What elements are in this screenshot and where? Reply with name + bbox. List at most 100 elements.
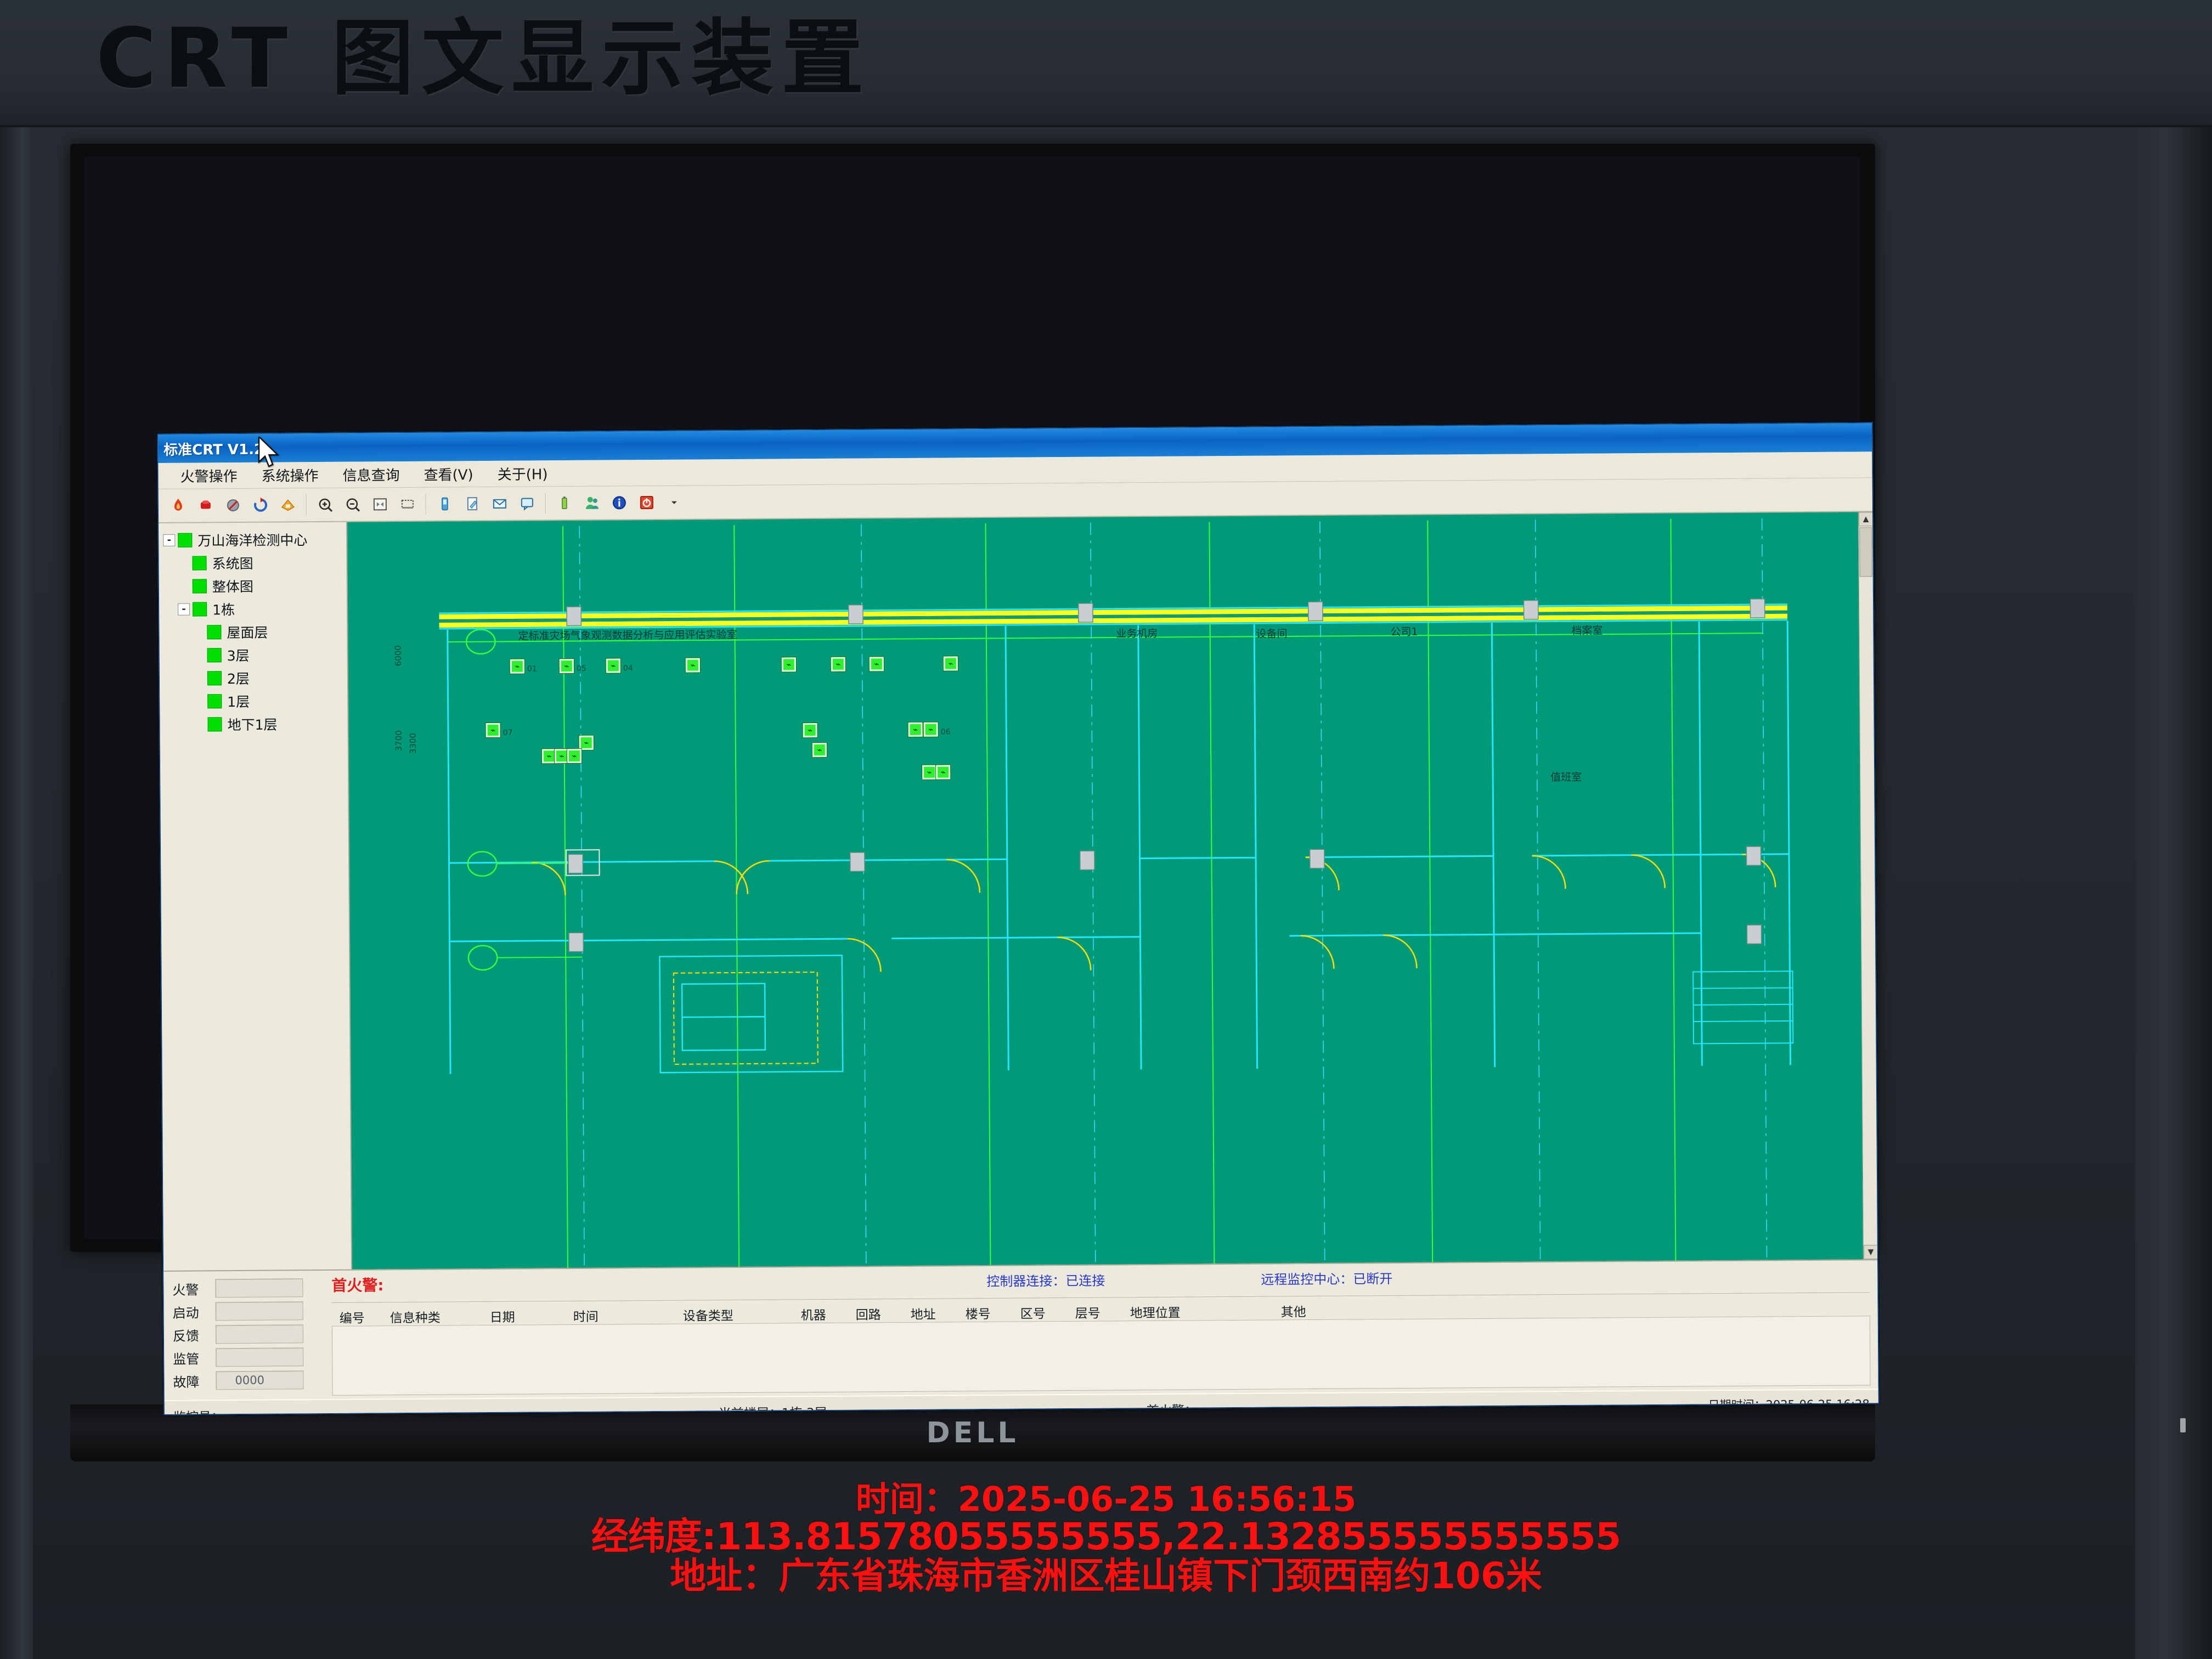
fire-detector-device[interactable]: ⌁	[936, 765, 951, 780]
fire-detector-device[interactable]: ⌁	[685, 658, 700, 673]
site-tree-panel[interactable]: - 万山海洋检测中心 系统图 整体图 - 1栋	[159, 522, 353, 1271]
counter-label: 监管	[173, 1351, 200, 1367]
tree-status-swatch	[207, 648, 222, 663]
counter-label: 故障	[173, 1374, 200, 1390]
fire-detector-device[interactable]: ⌁	[923, 722, 938, 737]
tree-node-label: 1栋	[212, 602, 235, 618]
message-icon[interactable]	[487, 490, 513, 517]
kiosk-left-panel	[0, 127, 33, 1659]
counter-row-fire: 火警	[172, 1276, 317, 1300]
geo-stamp-overlay: 时间：2025-06-25 16:56:15 经纬度:113.815780555…	[0, 1481, 2212, 1595]
tree-node-roof-floor[interactable]: 屋面层	[163, 620, 347, 644]
tree-status-swatch	[207, 625, 222, 640]
tree-node-label: 3层	[227, 647, 250, 664]
column-header-loop: 回路	[855, 1308, 881, 1323]
column-header-floor: 层号	[1075, 1306, 1101, 1321]
dell-logo: DELL	[926, 1417, 1019, 1449]
counter-value: 0000	[216, 1370, 304, 1390]
tree-node-building-1[interactable]: - 1栋	[163, 597, 347, 621]
dimension-label: 6000	[393, 645, 403, 667]
counter-row-start: 启动	[172, 1299, 317, 1323]
tree-node-floor-2[interactable]: 2层	[164, 666, 347, 690]
reset-icon[interactable]	[247, 492, 274, 518]
alarm-table-body[interactable]	[331, 1316, 1871, 1396]
zoom-in-icon[interactable]	[312, 492, 338, 518]
fire-detector-device[interactable]: ⌁	[579, 735, 594, 750]
tree-node-floor-3[interactable]: 3层	[164, 643, 347, 667]
tree-status-swatch	[192, 556, 207, 571]
counter-row-fault: 故障 0000	[173, 1368, 318, 1392]
crt-application-window: 标准CRT V1.2 火警操作 系统操作 信息查询 查看(V) 关于(H)	[157, 422, 1880, 1415]
tree-status-swatch	[193, 602, 207, 617]
ack-icon[interactable]	[275, 492, 301, 518]
fire-detector-device[interactable]: ⌁	[922, 765, 937, 780]
room-label: 设备间	[1256, 628, 1288, 640]
power-led	[2180, 1418, 2186, 1432]
overflow-chevron-icon[interactable]	[661, 489, 687, 516]
column-header-type: 信息种类	[390, 1311, 441, 1326]
tree-node-label: 系统图	[212, 555, 253, 572]
tree-node-label: 屋面层	[227, 624, 268, 641]
menu-about[interactable]: 关于(H)	[497, 466, 548, 483]
counter-row-feedback: 反馈	[173, 1322, 318, 1346]
tree-node-floor-1[interactable]: 1层	[164, 689, 347, 713]
column-header-location: 地理位置	[1130, 1306, 1181, 1321]
status-operator: 监控员：	[173, 1406, 224, 1415]
tree-node-label: 地下1层	[227, 716, 278, 733]
stop-alarm-icon[interactable]	[193, 492, 219, 518]
device-tag: 01	[527, 664, 537, 674]
fire-detector-device[interactable]: ⌁	[908, 722, 923, 737]
room-label: 业务机房	[1116, 627, 1158, 640]
floor-plan-canvas[interactable]: 定标准灾场气象观测数据分析与应用评估实验室 业务机房 设备间 公司1 档案室 机…	[347, 512, 1878, 1269]
counter-row-supervision: 监管	[173, 1345, 318, 1369]
overlay-time: 时间：2025-06-25 16:56:15	[855, 1479, 1357, 1519]
users-icon[interactable]	[579, 490, 605, 516]
fire-detector-device[interactable]: ⌁	[567, 748, 582, 764]
column-header-machine: 机器	[800, 1308, 826, 1323]
counter-value	[216, 1347, 304, 1367]
tree-node-root[interactable]: - 万山海洋检测中心	[163, 528, 346, 552]
power-off-icon[interactable]	[634, 489, 660, 516]
fire-detector-device[interactable]: ⌁	[803, 723, 817, 738]
fire-detector-device[interactable]: ⌁	[831, 657, 845, 672]
device-tag: 06	[940, 727, 951, 737]
battery-icon[interactable]	[551, 490, 578, 516]
fire-detector-device[interactable]: ⌁	[606, 658, 620, 673]
expander-icon[interactable]: -	[163, 534, 176, 546]
overlay-coordinates: 经纬度:113.81578055555555,22.13285555555555…	[591, 1515, 1621, 1559]
fire-detector-device[interactable]: ⌁	[812, 742, 827, 758]
device-query-icon[interactable]	[432, 490, 458, 517]
fire-alarm-icon[interactable]	[165, 493, 191, 519]
fire-detector-device[interactable]: ⌁	[781, 657, 796, 672]
menu-view[interactable]: 查看(V)	[424, 467, 473, 484]
toolbar	[158, 478, 1873, 523]
zoom-region-icon[interactable]	[394, 491, 421, 517]
toolbar-separator	[425, 493, 427, 515]
fit-window-icon[interactable]	[367, 491, 393, 517]
menu-info-query[interactable]: 信息查询	[342, 467, 400, 484]
info-icon[interactable]	[606, 489, 633, 516]
scroll-down-arrow-icon[interactable]: ▼	[1863, 1245, 1878, 1260]
fire-detector-device[interactable]: ⌁	[559, 658, 574, 674]
tree-node-basement-1[interactable]: 地下1层	[164, 712, 347, 736]
fire-detector-device[interactable]: ⌁	[869, 657, 884, 672]
scroll-up-arrow-icon[interactable]: ▲	[1859, 512, 1874, 527]
tree-node-system-diagram[interactable]: 系统图	[163, 551, 346, 575]
kiosk-right-panel	[2135, 127, 2212, 1659]
scrollbar-thumb[interactable]	[1859, 527, 1872, 577]
mute-icon[interactable]	[220, 492, 246, 518]
toolbar-separator	[306, 494, 307, 516]
zoom-out-icon[interactable]	[340, 491, 366, 517]
tree-node-label: 万山海洋检测中心	[198, 532, 308, 549]
fire-detector-device[interactable]: ⌁	[510, 659, 524, 674]
expander-icon[interactable]: -	[178, 603, 190, 616]
menu-fire-alarm-operation[interactable]: 火警操作	[180, 469, 238, 486]
alarm-counters: 火警 启动 反馈 监管 故障 0000	[163, 1271, 318, 1400]
comment-icon[interactable]	[514, 490, 540, 516]
tree-node-overall-diagram[interactable]: 整体图	[163, 574, 347, 598]
fire-detector-device[interactable]: ⌁	[943, 656, 958, 671]
fire-detector-device[interactable]: ⌁	[486, 723, 500, 738]
kiosk-header-panel: CRT 图文显示装置	[0, 0, 2212, 127]
edit-record-icon[interactable]	[459, 490, 486, 517]
